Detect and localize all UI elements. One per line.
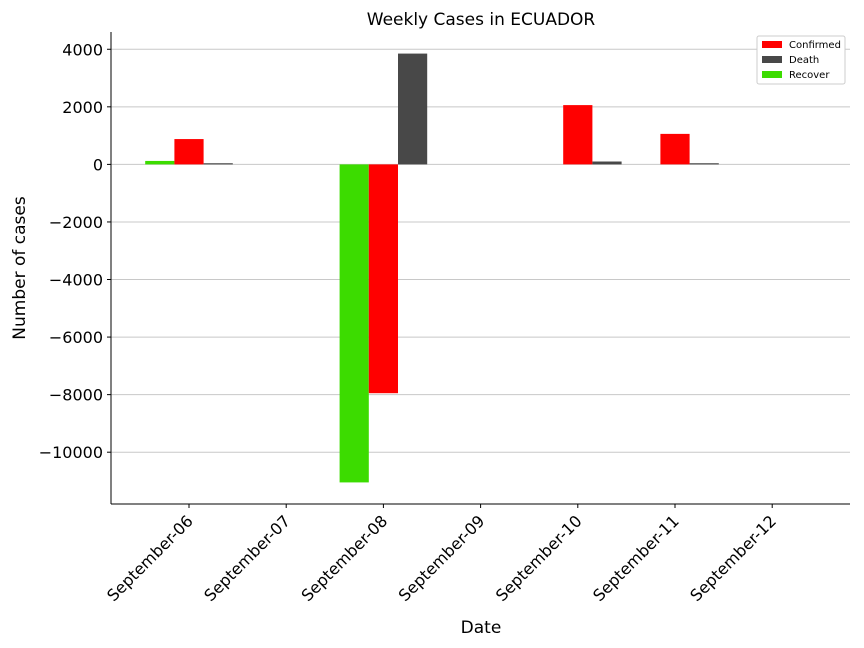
bar-death-september-06 — [203, 163, 233, 165]
bar-death-september-11 — [689, 163, 719, 165]
legend-label-recover: Recover — [789, 70, 830, 81]
y-tick-label: 2000 — [62, 98, 103, 117]
bar-death-september-10 — [592, 161, 622, 165]
bar-confirmed-september-11 — [660, 133, 690, 165]
chart-title: Weekly Cases in ECUADOR — [367, 10, 596, 30]
x-tick-label: September-10 — [492, 511, 586, 605]
y-tick-label: −8000 — [49, 386, 103, 405]
y-tick-label: −2000 — [49, 213, 103, 232]
legend-swatch-death — [762, 56, 782, 63]
bar-confirmed-september-10 — [563, 105, 593, 165]
y-tick-label: −10000 — [39, 443, 103, 462]
legend-label-death: Death — [789, 55, 819, 66]
legend-label-confirmed: Confirmed — [789, 40, 841, 51]
bar-confirmed-september-08 — [368, 164, 398, 394]
bar-recover-september-08 — [339, 164, 369, 483]
bars — [145, 53, 719, 483]
x-axis-label: Date — [461, 618, 502, 638]
y-tick-label: 4000 — [62, 40, 103, 59]
y-axis-label: Number of cases — [10, 196, 30, 340]
x-tick-labels: September-06 September-07 September-08 Sept… — [103, 511, 780, 605]
bar-death-september-08 — [398, 53, 428, 165]
bar-confirmed-september-06 — [174, 139, 204, 165]
y-tick-label: −4000 — [49, 271, 103, 290]
x-tick-label: September-07 — [200, 511, 294, 605]
x-tick-label: September-11 — [589, 511, 683, 605]
x-tick-label: September-08 — [298, 511, 392, 605]
legend: Confirmed Death Recover — [756, 35, 846, 85]
y-tick-label: −6000 — [49, 328, 103, 347]
axes — [107, 32, 850, 508]
x-tick-label: September-06 — [103, 511, 197, 605]
x-tick-label: September-09 — [395, 511, 489, 605]
y-tick-labels: 4000 2000 0 −2000 −4000 −6000 −8000 −10000 — [39, 40, 103, 462]
legend-swatch-recover — [762, 71, 782, 78]
legend-swatch-confirmed — [762, 41, 782, 48]
x-tick-label: September-12 — [686, 511, 780, 605]
y-tick-label: 0 — [93, 155, 103, 174]
grid-lines — [111, 48, 850, 453]
bar-recover-september-06 — [145, 160, 175, 165]
